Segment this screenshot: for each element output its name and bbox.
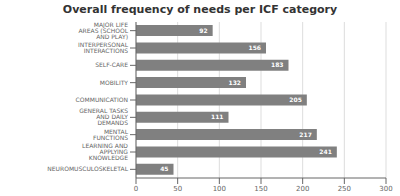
svg-text:183: 183 <box>271 61 284 68</box>
svg-text:205: 205 <box>289 96 302 103</box>
svg-text:GENERAL TASKSAND DAILYDEMANDS: GENERAL TASKSAND DAILYDEMANDS <box>79 107 128 126</box>
svg-text:217: 217 <box>299 131 312 138</box>
html-text:Overall frequency of needs per: Overall frequency of needs per ICF categ… <box>62 3 338 16</box>
svg-text:92: 92 <box>199 27 207 34</box>
svg-text:150: 150 <box>254 185 267 193</box>
svg-text:111: 111 <box>211 113 224 120</box>
svg-text:NEUROMUSCULOSKELETAL: NEUROMUSCULOSKELETAL <box>47 165 128 172</box>
svg-text:INTERPERSONALINTERACTIONS: INTERPERSONALINTERACTIONS <box>78 41 129 54</box>
svg-text:156: 156 <box>248 44 261 51</box>
svg-text:50: 50 <box>173 185 182 193</box>
svg-text:MENTALFUNCTIONS: MENTALFUNCTIONS <box>93 128 129 141</box>
svg-text:300: 300 <box>379 185 392 193</box>
svg-text:MOBILITY: MOBILITY <box>100 79 129 86</box>
svg-text:132: 132 <box>228 79 241 86</box>
svg-text:MAJOR LIFEAREAS (SCHOOLAND PLA: MAJOR LIFEAREAS (SCHOOLAND PLAY) <box>78 21 128 40</box>
svg-text:45: 45 <box>160 165 168 172</box>
svg-text:241: 241 <box>319 148 332 155</box>
svg-text:LEARNING ANDAPPLYINGKNOWLEDGE: LEARNING ANDAPPLYINGKNOWLEDGE <box>82 142 128 161</box>
svg-text:200: 200 <box>296 185 309 193</box>
svg-text:COMMUNICATION: COMMUNICATION <box>76 96 128 103</box>
svg-text:250: 250 <box>338 185 351 193</box>
svg-text:0: 0 <box>134 185 138 193</box>
svg-text:SELF-CARE: SELF-CARE <box>95 61 128 68</box>
svg-text:100: 100 <box>213 185 226 193</box>
